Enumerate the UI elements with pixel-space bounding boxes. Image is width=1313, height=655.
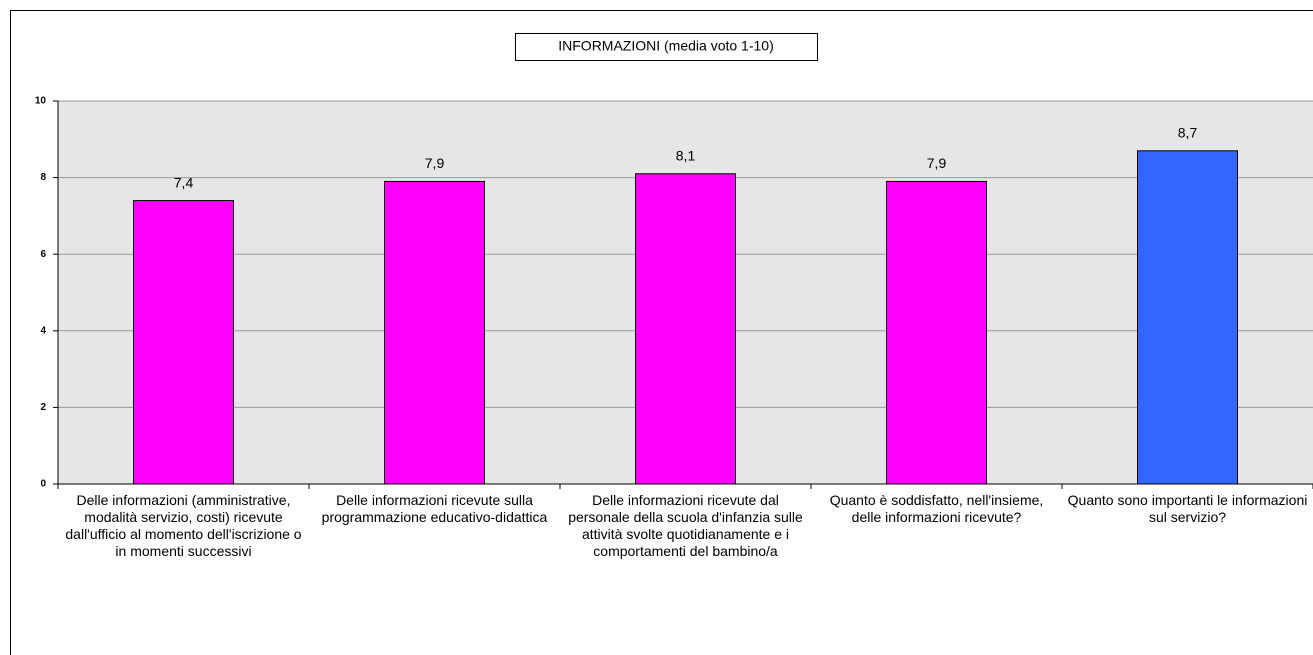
x-tick-label-box: Delle informazioni ricevute dal personal…	[568, 492, 803, 559]
value-label: 7,9	[425, 155, 445, 171]
x-tick-label-box: Delle informazioni (amministrative, moda…	[65, 492, 302, 559]
x-tick-label: Quanto è soddisfatto, nell'insieme, dell…	[829, 492, 1044, 525]
value-label: 7,4	[174, 174, 194, 190]
title-box	[515, 33, 818, 61]
x-tick-label-box: Quanto è soddisfatto, nell'insieme, dell…	[829, 492, 1044, 525]
x-tick-label: Delle informazioni ricevute dal personal…	[568, 492, 803, 559]
bar	[886, 180, 987, 485]
bar	[635, 173, 736, 485]
y-tick-label: 6	[40, 249, 46, 260]
x-tick-label: Delle informazioni ricevute sulla progra…	[321, 492, 548, 525]
bar	[384, 180, 485, 485]
y-tick-label: 10	[35, 96, 47, 107]
x-tick-label-box: Quanto sono importanti le informazioni s…	[1067, 492, 1308, 525]
value-label: 8,7	[1178, 124, 1198, 140]
value-label: 7,9	[927, 155, 947, 171]
value-label: 8,1	[676, 147, 696, 163]
bar	[1137, 150, 1238, 485]
y-tick-label: 2	[40, 402, 46, 413]
y-tick-label: 4	[40, 325, 46, 336]
x-tick-label: Quanto sono importanti le informazioni s…	[1067, 492, 1308, 525]
y-tick-label: 0	[40, 479, 46, 490]
y-tick-label: 8	[40, 172, 46, 183]
bar	[133, 200, 234, 485]
x-tick-label: Delle informazioni (amministrative, moda…	[65, 492, 302, 559]
x-tick-label-box: Delle informazioni ricevute sulla progra…	[321, 492, 548, 525]
chart-title: INFORMAZIONI (media voto 1-10)	[558, 38, 774, 54]
